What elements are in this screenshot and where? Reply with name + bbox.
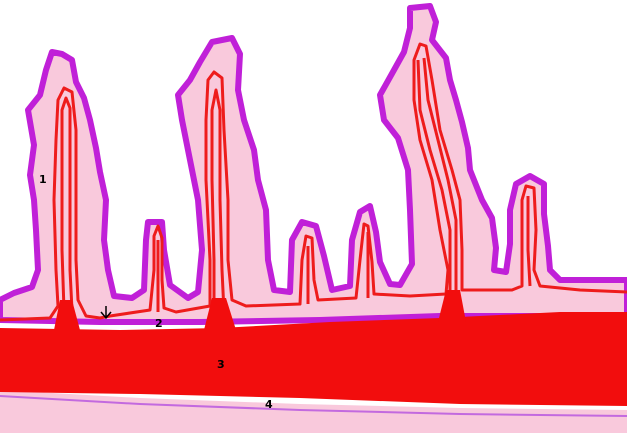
bottom-purple-line xyxy=(0,395,627,417)
label-4: 4 xyxy=(265,398,273,411)
lower-pink-layer xyxy=(0,390,627,433)
villus-base-1 xyxy=(54,300,80,330)
label-1: 1 xyxy=(39,173,47,186)
villus-base-3 xyxy=(438,290,466,322)
down-arrow-icon xyxy=(100,306,112,320)
label-2: 2 xyxy=(155,317,163,330)
solid-red-band xyxy=(0,312,627,406)
villus-bases xyxy=(54,290,466,330)
villus-base-2 xyxy=(204,298,236,330)
inner-baseline xyxy=(0,42,627,322)
core-strand-4 xyxy=(422,57,458,300)
inner-red-lines xyxy=(0,42,627,322)
core-strand-3 xyxy=(416,59,452,300)
core-strand-1 xyxy=(60,96,74,311)
core-strand-5 xyxy=(526,196,532,287)
core-strand-2 xyxy=(210,88,226,313)
label-3: 3 xyxy=(217,358,225,371)
